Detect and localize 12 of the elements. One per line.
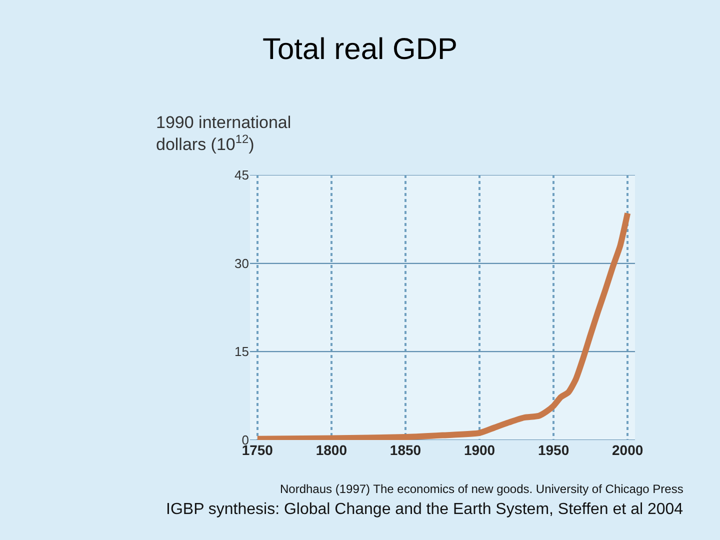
text: IGBP synthesis: Global Change and the Earth System, Steffen et al 2004	[166, 501, 684, 518]
y-tick-label: 45	[234, 168, 249, 183]
y-axis-title: 1990 international dollars (10$^{12}$)	[156, 113, 292, 154]
x-tick-label: 1950	[538, 442, 570, 458]
x-tick-label: 1800	[316, 442, 348, 458]
x-tick-label: 1900	[464, 442, 496, 458]
chart-title: Total real GDP	[262, 32, 458, 66]
y-tick-label: 30	[234, 256, 249, 271]
x-tick-label: 2000	[612, 442, 644, 458]
x-tick-label: 1850	[390, 442, 422, 458]
y-tick-label: 15	[234, 344, 249, 360]
text: Nordhaus (1997) The economics of new goods. University of Chicago Press	[280, 482, 684, 496]
